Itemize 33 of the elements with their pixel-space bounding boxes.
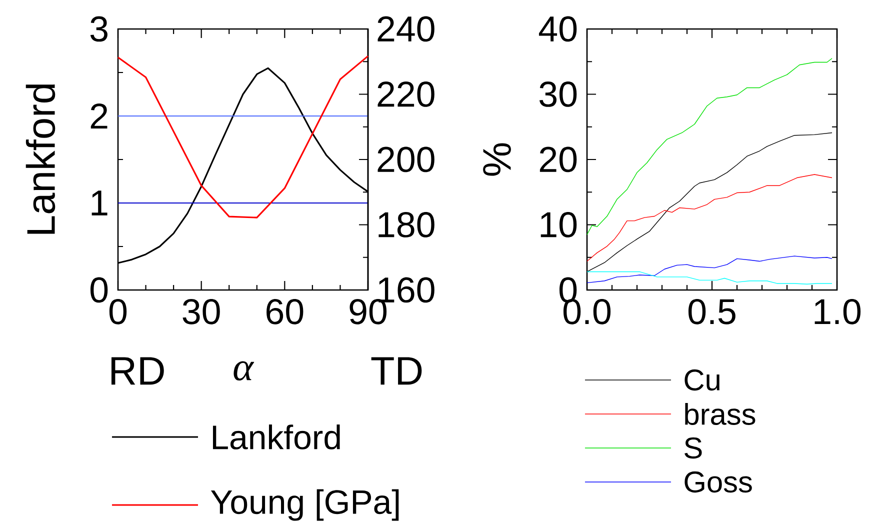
y-tick-label: 3 [90,16,108,42]
y-tick-label: 10 [540,212,577,238]
y-axis-title: % [483,143,511,176]
x-tick-label: 1.0 [814,298,861,324]
y-tick-label: 0 [90,277,108,303]
legend-label: Young [GPa] [210,489,399,521]
x-tick-label: 0 [109,298,127,324]
line-series [586,174,832,262]
y-tick-label: 1 [92,190,108,216]
text: RD [111,357,164,385]
x-axis-title: α [234,361,254,381]
x-tick-label: 30 [182,298,220,324]
legend-label: brass [685,403,756,425]
line-series [586,271,832,284]
y2-tick-label: 240 [378,16,434,42]
y2-tick-label: 220 [378,82,434,107]
legend-label: Lankford [212,424,340,450]
line-series [117,55,369,218]
y2-tick-label: 180 [378,212,434,238]
line-series [586,256,832,284]
x-tick-label: 60 [266,298,304,324]
y2-tick-label: 200 [378,146,434,172]
y-tick-label: 20 [540,146,577,172]
text: TD [371,357,422,385]
legend-label: Goss [684,471,752,493]
y-axis-title: Lankford [26,84,56,234]
legend-label: S [684,437,702,459]
y-tick-label: 2 [90,103,108,129]
x-tick-label: 0.5 [688,298,736,324]
y-tick-label: 30 [540,82,577,107]
line-series [586,58,832,235]
y-tick-label: 40 [538,16,577,42]
legend-label: Cu [684,369,720,391]
